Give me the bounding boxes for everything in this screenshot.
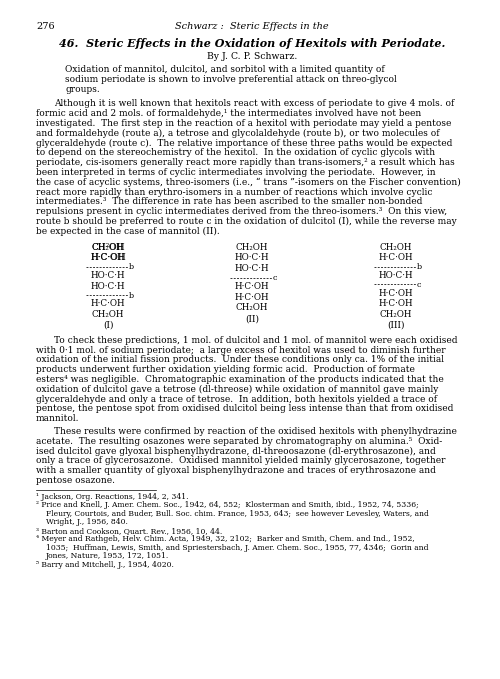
Text: 1035;  Huffman, Lewis, Smith, and Spriestersbach, J. Amer. Chem. Soc., 1955, 77,: 1035; Huffman, Lewis, Smith, and Spriest… — [46, 544, 428, 552]
Text: and formaldehyde (route a), a tetrose and glycolaldehyde (route b), or two molec: and formaldehyde (route a), a tetrose an… — [36, 129, 440, 138]
Text: H·C·OH: H·C·OH — [378, 299, 414, 308]
Text: Oxidation of mannitol, dulcitol, and sorbitol with a limited quantity of: Oxidation of mannitol, dulcitol, and sor… — [65, 65, 384, 74]
Text: oxidation of the initial fission products.  Under these conditions only ca. 1% o: oxidation of the initial fission product… — [36, 355, 444, 365]
Text: oxidation of dulcitol gave a tetrose (dl-threose) while oxidation of mannitol ga: oxidation of dulcitol gave a tetrose (dl… — [36, 385, 438, 394]
Text: To check these predictions, 1 mol. of dulcitol and 1 mol. of mannitol were each : To check these predictions, 1 mol. of du… — [54, 336, 458, 345]
Text: c: c — [417, 281, 422, 289]
Text: HO·C·H: HO·C·H — [234, 264, 270, 273]
Text: CH₂OH: CH₂OH — [236, 304, 268, 312]
Text: c: c — [273, 274, 278, 282]
Text: ised dulcitol gave glyoxal bisphenylhydrazone, dl-threoosazone (dl-erythrosazone: ised dulcitol gave glyoxal bisphenylhydr… — [36, 447, 436, 456]
Text: CH₂OH: CH₂OH — [380, 242, 412, 252]
Text: Fleury, Courtois, and Buder, Bull. Soc. chim. France, 1953, 643;  see however Le: Fleury, Courtois, and Buder, Bull. Soc. … — [46, 510, 429, 518]
Text: 46.  Steric Effects in the Oxidation of Hexitols with Periodate.: 46. Steric Effects in the Oxidation of H… — [59, 38, 445, 49]
Text: H·C·OH: H·C·OH — [234, 293, 270, 301]
Text: H·C·OH: H·C·OH — [378, 253, 414, 262]
Text: react more rapidly than erythro-isomers in a number of reactions which involve c: react more rapidly than erythro-isomers … — [36, 187, 432, 197]
Text: been interpreted in terms of cyclic intermediates involving the periodate.  Howe: been interpreted in terms of cyclic inte… — [36, 168, 436, 177]
Text: periodate, cis-isomers generally react more rapidly than trans-isomers,² a resul: periodate, cis-isomers generally react m… — [36, 158, 455, 167]
Text: These results were confirmed by reaction of the oxidised hexitols with phenylhyd: These results were confirmed by reaction… — [54, 427, 457, 436]
Text: pentose osazone.: pentose osazone. — [36, 476, 115, 485]
Text: CH₂OH: CH₂OH — [92, 310, 124, 319]
Text: ⁴ Meyer and Rathgeb, Helv. Chim. Acta, 1949, 32, 2102;  Barker and Smith, Chem. : ⁴ Meyer and Rathgeb, Helv. Chim. Acta, 1… — [36, 535, 415, 543]
Text: the case of acyclic systems, threo-isomers (i.e., “ trans ”-isomers on the Fisch: the case of acyclic systems, threo-isome… — [36, 178, 461, 187]
Text: mannitol.: mannitol. — [36, 414, 80, 423]
Text: only a trace of glycerosazone.  Oxidised mannitol yielded mainly glycerosazone, : only a trace of glycerosazone. Oxidised … — [36, 456, 446, 465]
Text: HO·C·H: HO·C·H — [234, 253, 270, 262]
Text: By J. C. P. Schwarz.: By J. C. P. Schwarz. — [207, 52, 297, 61]
Text: b: b — [417, 263, 422, 271]
Text: H·C·OH: H·C·OH — [90, 299, 126, 308]
Text: CH²OH: CH²OH — [91, 242, 125, 252]
Text: pentose, the pentose spot from oxidised dulcitol being less intense than that fr: pentose, the pentose spot from oxidised … — [36, 405, 454, 414]
Text: intermediates.³  The difference in rate has been ascribed to the smaller non-bon: intermediates.³ The difference in rate h… — [36, 198, 422, 206]
Text: H·C·OH: H·C·OH — [90, 253, 126, 262]
Text: with 0·1 mol. of sodium periodate;  a large excess of hexitol was used to dimini: with 0·1 mol. of sodium periodate; a lar… — [36, 346, 446, 354]
Text: glyceraldehyde and only a trace of tetrose.  In addition, both hexitols yielded : glyceraldehyde and only a trace of tetro… — [36, 394, 437, 403]
Text: sodium periodate is shown to involve preferential attack on threo-glycol: sodium periodate is shown to involve pre… — [65, 75, 397, 84]
Text: Although it is well known that hexitols react with excess of periodate to give 4: Although it is well known that hexitols … — [54, 99, 454, 109]
Text: groups.: groups. — [65, 85, 100, 94]
Text: Jones, Nature, 1953, 172, 1051.: Jones, Nature, 1953, 172, 1051. — [46, 552, 169, 560]
Text: HO·C·H: HO·C·H — [90, 282, 126, 291]
Text: investigated.  The first step in the reaction of a hexitol with periodate may yi: investigated. The first step in the reac… — [36, 119, 452, 128]
Text: H·C·OH: H·C·OH — [378, 289, 414, 297]
Text: HO·C·H: HO·C·H — [378, 271, 414, 280]
Text: formic acid and 2 mols. of formaldehyde,¹ the intermediates involved have not be: formic acid and 2 mols. of formaldehyde,… — [36, 109, 421, 118]
Text: esters⁴ was negligible.  Chromatographic examination of the products indicated t: esters⁴ was negligible. Chromatographic … — [36, 375, 444, 384]
Text: ¹ Jackson, Org. Reactions, 1944, 2, 341.: ¹ Jackson, Org. Reactions, 1944, 2, 341. — [36, 493, 188, 501]
Text: products underwent further oxidation yielding formic acid.  Production of format: products underwent further oxidation yie… — [36, 365, 415, 374]
Text: H·С·OH: H·С·OH — [90, 253, 126, 262]
Text: Schwarz :  Steric Effects in the: Schwarz : Steric Effects in the — [175, 22, 329, 31]
Text: CH₂OH: CH₂OH — [92, 242, 124, 252]
Text: (III): (III) — [387, 321, 405, 330]
Text: ⁵ Barry and Mitchell, J., 1954, 4020.: ⁵ Barry and Mitchell, J., 1954, 4020. — [36, 561, 174, 569]
Text: with a smaller quantity of glyoxal bisphenylhydrazone and traces of erythrosazon: with a smaller quantity of glyoxal bisph… — [36, 466, 436, 475]
Text: HO·C·H: HO·C·H — [90, 271, 126, 280]
Text: ³ Barton and Cookson, Quart. Rev., 1956, 10, 44.: ³ Barton and Cookson, Quart. Rev., 1956,… — [36, 527, 222, 535]
Text: to depend on the stereochemistry of the hexitol.  In the oxidation of cyclic gly: to depend on the stereochemistry of the … — [36, 149, 435, 158]
Text: acetate.  The resulting osazones were separated by chromatography on alumina.⁵  : acetate. The resulting osazones were sep… — [36, 437, 442, 446]
Text: (I): (I) — [103, 321, 113, 330]
Text: ² Price and Knell, J. Amer. Chem. Soc., 1942, 64, 552;  Klosterman and Smith, ib: ² Price and Knell, J. Amer. Chem. Soc., … — [36, 501, 419, 509]
Text: b: b — [129, 263, 134, 271]
Text: be expected in the case of mannitol (II).: be expected in the case of mannitol (II)… — [36, 227, 220, 236]
Text: route b should be preferred to route c in the oxidation of dulcitol (I), while t: route b should be preferred to route c i… — [36, 217, 457, 226]
Text: repulsions present in cyclic intermediates derived from the threo-isomers.³  On : repulsions present in cyclic intermediat… — [36, 207, 447, 216]
Text: (II): (II) — [245, 314, 259, 323]
Text: b: b — [129, 291, 134, 299]
Text: CH₂OH: CH₂OH — [236, 242, 268, 252]
Text: H·C·OH: H·C·OH — [234, 282, 270, 291]
Text: glyceraldehyde (route c).  The relative importance of these three paths would be: glyceraldehyde (route c). The relative i… — [36, 139, 453, 148]
Text: CH₂OH: CH₂OH — [380, 310, 412, 319]
Text: 276: 276 — [36, 22, 54, 31]
Text: Wright, J., 1956, 840.: Wright, J., 1956, 840. — [46, 518, 128, 526]
